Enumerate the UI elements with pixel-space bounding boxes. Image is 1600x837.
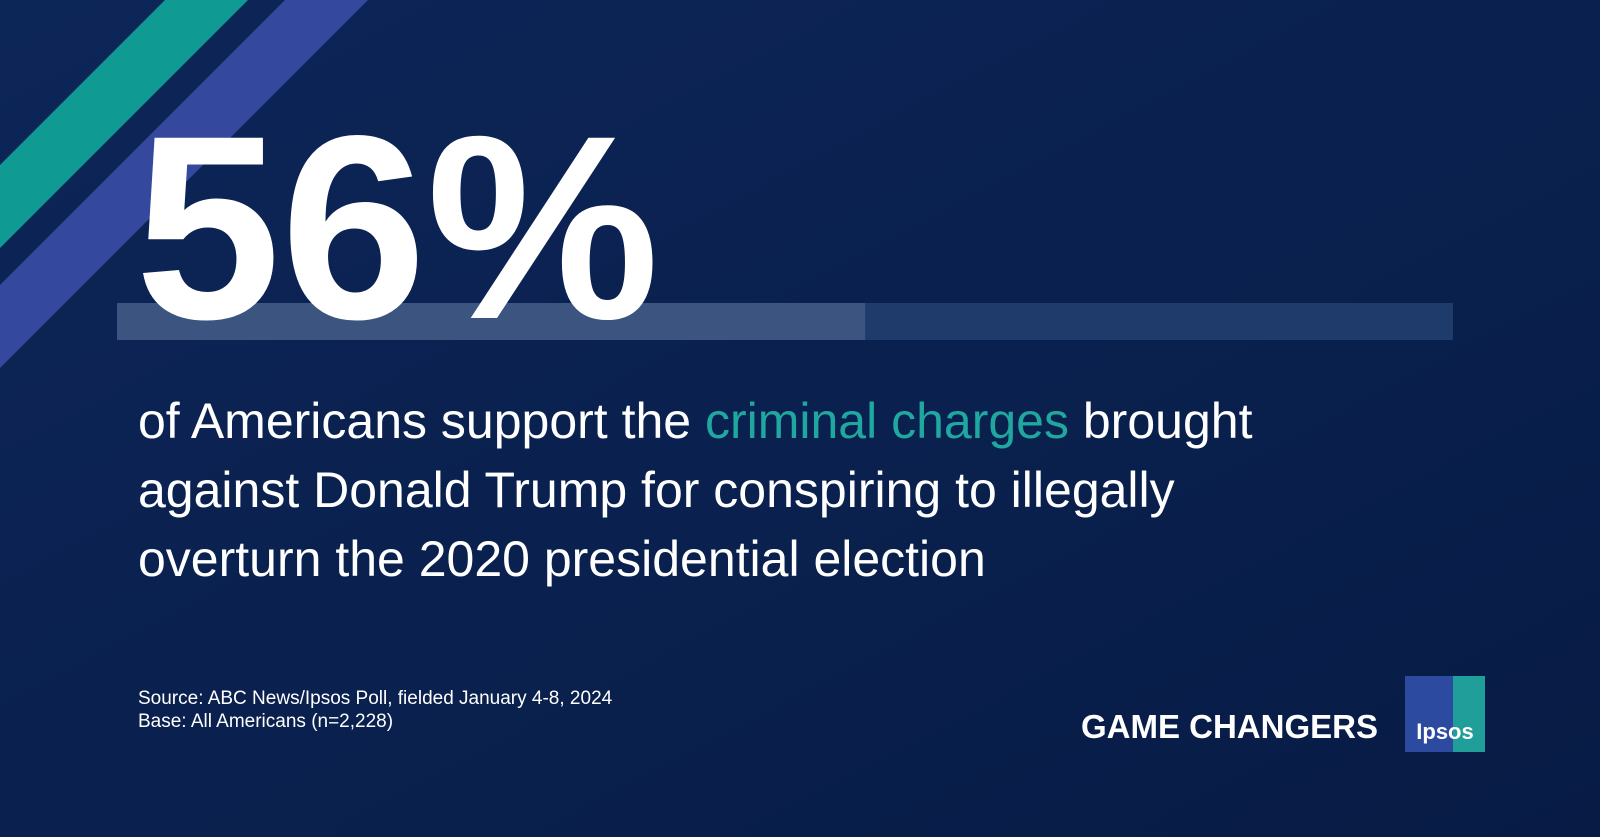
statement-line: against Donald Trump for conspiring to i… (138, 462, 1175, 518)
logo-text: Ipsos (1416, 719, 1473, 744)
statement-line: of Americans support the criminal charge… (138, 393, 1253, 449)
bar-fill (117, 303, 866, 340)
base-note: Base: All Americans (n=2,228) (138, 711, 393, 732)
headline-stat: 56% (135, 81, 659, 374)
source-note: Source: ABC News/Ipsos Poll, fielded Jan… (138, 688, 613, 709)
purple-stripe (0, 0, 368, 368)
statement-text: brought (1069, 393, 1253, 449)
bar-group (117, 303, 866, 340)
statement-highlight: criminal charges (705, 393, 1069, 449)
statement-line: overturn the 2020 presidential election (138, 531, 986, 587)
logo-shade (1405, 676, 1453, 752)
teal-stripe (0, 0, 248, 248)
tagline: GAME CHANGERS (1081, 708, 1378, 745)
statement-text: of Americans support the (138, 393, 705, 449)
